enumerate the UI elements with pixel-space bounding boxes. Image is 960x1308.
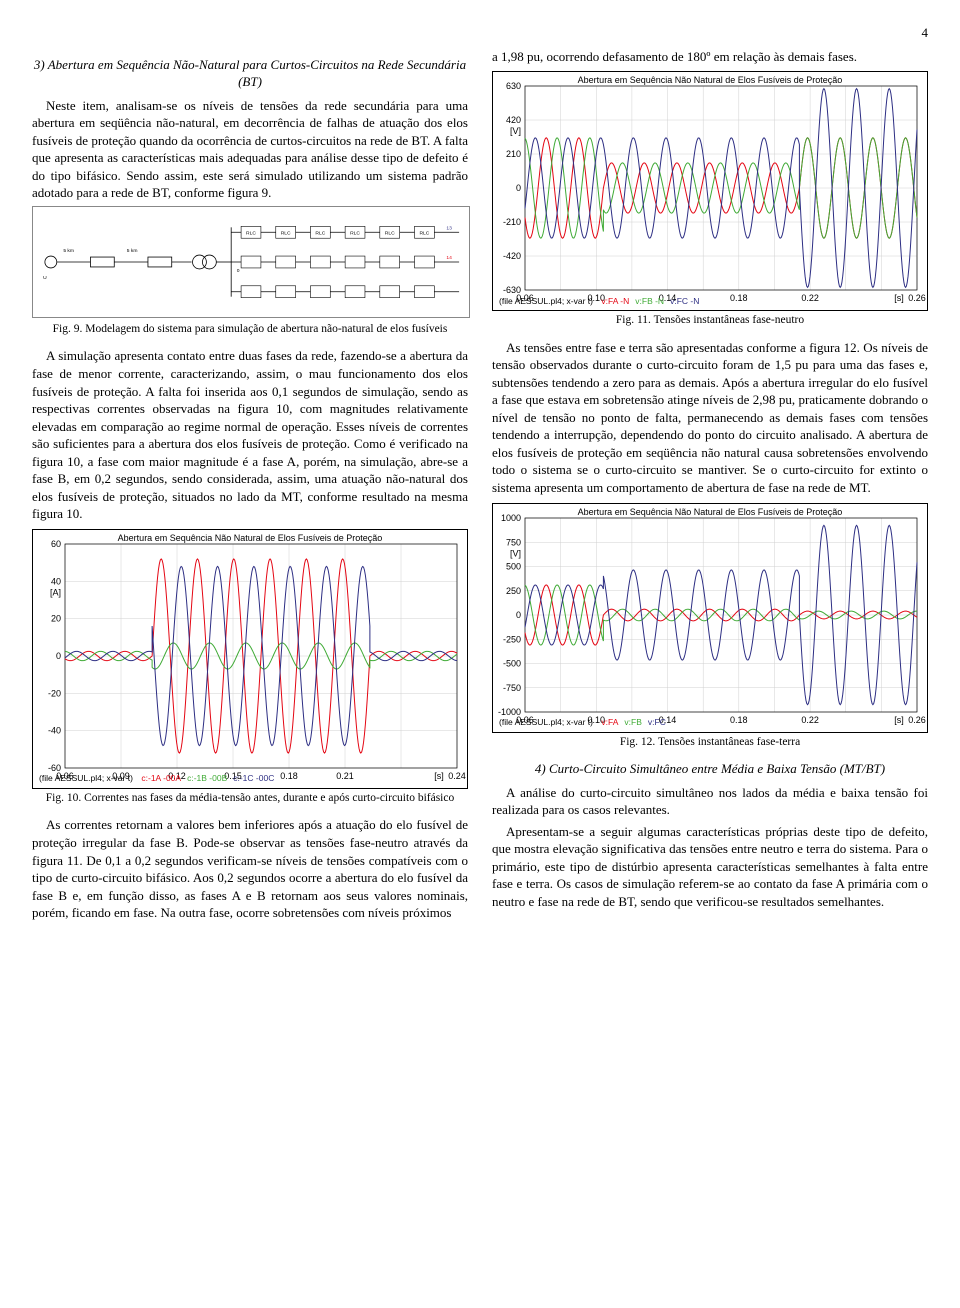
paragraph-r1: As tensões entre fase e terra são aprese… xyxy=(492,339,928,497)
svg-text:-420: -420 xyxy=(503,251,521,261)
svg-text:210: 210 xyxy=(506,149,521,159)
right-column: a 1,98 pu, ocorrendo defasamento de 180º… xyxy=(492,48,928,926)
svg-text:0.18: 0.18 xyxy=(280,771,298,781)
svg-text:750: 750 xyxy=(506,537,521,547)
chart10-legend: (file AESSUL.pl4; x-var t) c:-1A -00Ac:-… xyxy=(39,773,280,784)
svg-text:U: U xyxy=(43,275,47,281)
svg-text:1000: 1000 xyxy=(501,513,521,523)
svg-text:0.18: 0.18 xyxy=(730,293,748,303)
svg-text:250: 250 xyxy=(506,585,521,595)
svg-text:0: 0 xyxy=(56,651,61,661)
svg-text:0.26: 0.26 xyxy=(908,293,926,303)
svg-text:RLC: RLC xyxy=(385,230,395,236)
svg-text:RLC: RLC xyxy=(281,230,291,236)
figure-11-chart: Abertura em Sequência Não Natural de Elo… xyxy=(492,71,928,311)
svg-text:-250: -250 xyxy=(503,634,521,644)
svg-text:5 km: 5 km xyxy=(127,248,138,254)
svg-text:0.22: 0.22 xyxy=(801,293,819,303)
svg-text:RLC: RLC xyxy=(246,230,256,236)
figure-10-chart: Abertura em Sequência Não Natural de Elo… xyxy=(32,529,468,789)
page-number: 4 xyxy=(32,24,928,42)
paragraph-r2: A análise do curto-circuito simultâneo n… xyxy=(492,784,928,819)
svg-text:-500: -500 xyxy=(503,658,521,668)
chart11-legend: (file AESSUL.pl4; x-var t) v:FA -Nv:FB -… xyxy=(499,296,705,307)
chart10-title: Abertura em Sequência Não Natural de Elo… xyxy=(33,532,467,544)
figure-9-caption: Fig. 9. Modelagem do sistema para simula… xyxy=(32,322,468,338)
svg-text:20: 20 xyxy=(51,614,61,624)
svg-text:0: 0 xyxy=(237,268,240,274)
svg-text:[s]: [s] xyxy=(894,293,904,303)
svg-text:0.21: 0.21 xyxy=(336,771,354,781)
paragraph-l3: As correntes retornam a valores bem infe… xyxy=(32,816,468,921)
svg-text:[A]: [A] xyxy=(50,587,61,597)
svg-text:RLC: RLC xyxy=(315,230,325,236)
paragraph-l2: A simulação apresenta contato entre duas… xyxy=(32,347,468,522)
svg-text:-210: -210 xyxy=(503,217,521,227)
svg-text:[s]: [s] xyxy=(434,771,444,781)
svg-text:[V]: [V] xyxy=(510,548,521,558)
chart12-title: Abertura em Sequência Não Natural de Elo… xyxy=(493,506,927,518)
figure-9-diagram: RLC RLC RLC RLC RLC RLC 5 km 5 km U 13 14 0 xyxy=(32,206,470,318)
paragraph-l1: Neste item, analisam-se os níveis de ten… xyxy=(32,97,468,202)
svg-text:RLC: RLC xyxy=(419,230,429,236)
left-column: 3) Abertura em Sequência Não-Natural par… xyxy=(32,48,468,926)
svg-text:60: 60 xyxy=(51,539,61,549)
svg-text:[s]: [s] xyxy=(894,715,904,725)
svg-text:14: 14 xyxy=(446,255,452,261)
svg-text:630: 630 xyxy=(506,81,521,91)
svg-text:-20: -20 xyxy=(48,688,61,698)
svg-text:5 km: 5 km xyxy=(63,248,74,254)
svg-text:-40: -40 xyxy=(48,726,61,736)
svg-text:420: 420 xyxy=(506,115,521,125)
figure-10-caption: Fig. 10. Correntes nas fases da média-te… xyxy=(32,791,468,807)
svg-text:0: 0 xyxy=(516,183,521,193)
chart11-title: Abertura em Sequência Não Natural de Elo… xyxy=(493,74,927,86)
chart12-legend: (file AESSUL.pl4; x-var t) v:FAv:FBv:FC xyxy=(499,717,672,728)
svg-text:-750: -750 xyxy=(503,682,521,692)
svg-text:0.18: 0.18 xyxy=(730,715,748,725)
section-heading-4: 4) Curto-Circuito Simultâneo entre Média… xyxy=(492,760,928,778)
figure-12-caption: Fig. 12. Tensões instantâneas fase-terra xyxy=(492,735,928,751)
figure-11-caption: Fig. 11. Tensões instantâneas fase-neutr… xyxy=(492,313,928,329)
figure-12-chart: Abertura em Sequência Não Natural de Elo… xyxy=(492,503,928,733)
svg-text:0.24: 0.24 xyxy=(448,771,466,781)
svg-text:[V]: [V] xyxy=(510,126,521,136)
svg-text:RLC: RLC xyxy=(350,230,360,236)
svg-text:13: 13 xyxy=(446,225,452,231)
svg-text:500: 500 xyxy=(506,561,521,571)
svg-text:0.26: 0.26 xyxy=(908,715,926,725)
svg-text:0.22: 0.22 xyxy=(801,715,819,725)
svg-text:0: 0 xyxy=(516,610,521,620)
svg-text:40: 40 xyxy=(51,576,61,586)
paragraph-r0: a 1,98 pu, ocorrendo defasamento de 180º… xyxy=(492,48,928,66)
paragraph-r3: Apresentam-se a seguir algumas caracterí… xyxy=(492,823,928,911)
section-heading-3: 3) Abertura em Sequência Não-Natural par… xyxy=(32,56,468,91)
